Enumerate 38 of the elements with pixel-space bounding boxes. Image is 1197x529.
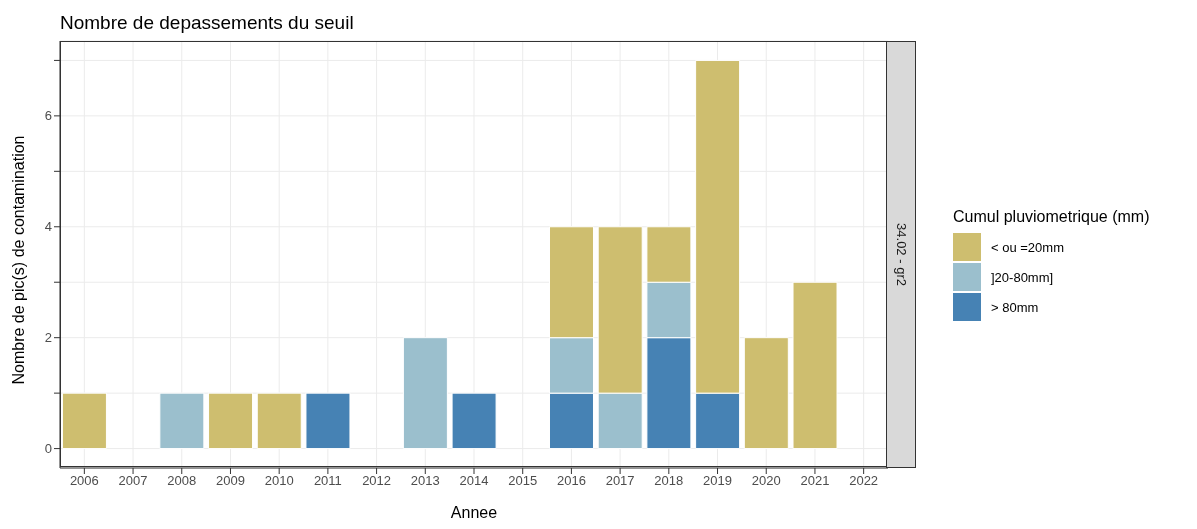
x-tick-label: 2013 [410,473,440,489]
bar [159,392,205,450]
bar [305,392,351,450]
x-tick-label: 2007 [118,473,148,489]
x-tick-label: 2010 [264,473,294,489]
y-tick-label: 6 [44,108,52,124]
x-tick-label: 2011 [313,473,342,489]
y-tick-label: 0 [44,441,52,457]
x-tick-label: 2008 [167,473,197,489]
x-tick-label: 2017 [605,473,635,489]
y-tick-label: 4 [44,219,52,235]
y-tick-label: 2 [44,330,52,346]
x-tick-label: 2020 [751,473,781,489]
x-tick-label: 2016 [556,473,586,489]
x-axis-title: Annee [450,504,498,521]
x-tick-label: 2019 [703,473,732,489]
legend-label: < ou =20mm [991,239,1064,255]
bar [792,281,838,450]
bar [208,392,254,450]
y-axis-title: Nombre de pic(s) de contamination [9,135,27,385]
x-tick-label: 2009 [216,473,245,489]
bar [61,392,107,450]
legend-label: ]20-80mm] [991,269,1054,285]
facet-strip: 34.02 - gr2 [886,41,916,468]
bar [256,392,302,450]
legend-label: > 80mm [991,299,1039,315]
bar [743,337,789,450]
x-tick-label: 2021 [800,473,830,489]
x-tick-label: 2018 [654,473,684,489]
bar [402,337,448,450]
legend-title: Cumul pluviometrique (mm) [953,208,1150,226]
x-tick-label: 2014 [459,473,489,489]
chart-title: Nombre de depassements du seuil [60,12,354,34]
x-tick-label: 2022 [849,473,879,489]
x-tick-label: 2015 [508,473,538,489]
x-tick-label: 2012 [362,473,392,489]
bar [451,392,497,450]
x-tick-label: 2006 [69,473,99,489]
